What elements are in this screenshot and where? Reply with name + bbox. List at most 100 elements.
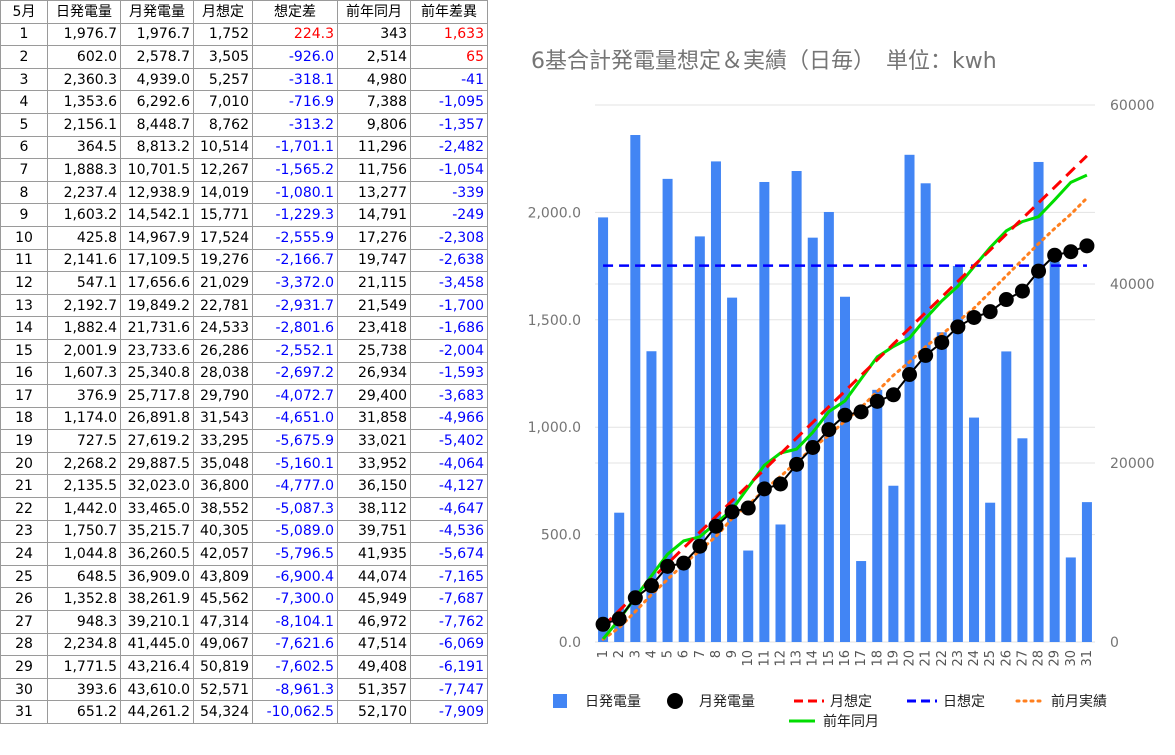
x-tick-label: 11 <box>757 650 772 667</box>
cell-col-day: 4 <box>0 90 48 114</box>
bar-daily-generation <box>1065 557 1076 642</box>
cell-col-plan-diff: -2,555.9 <box>252 225 338 250</box>
cell-col-plan: 3,505 <box>193 45 253 69</box>
legend-item: 前年同月 <box>789 713 879 730</box>
x-tick-label: 22 <box>935 650 950 667</box>
cell-col-day: 5 <box>0 112 48 137</box>
cell-col-plan-diff: -2,697.2 <box>252 361 338 386</box>
cell-col-prev-year: 33,952 <box>337 451 411 476</box>
generation-chart: 6基合計発電量想定＆実績（日毎） 単位：kwh 0.0 500.0 1,000.0 1… <box>528 49 1155 730</box>
point-monthly-generation <box>966 309 982 325</box>
table-row: 3 2,360.3 4,939.0 5,257 -318.1 4,980 -41 <box>0 67 488 92</box>
cell-col-daily: 376.9 <box>47 384 121 408</box>
cell-col-plan: 12,267 <box>193 158 253 182</box>
x-tick-label: 23 <box>951 650 966 667</box>
point-monthly-generation <box>821 422 837 438</box>
bar-daily-generation <box>1001 351 1012 642</box>
y-left-tick-label: 500.0 <box>541 528 581 544</box>
point-monthly-generation <box>950 319 966 335</box>
cell-col-day: 19 <box>0 429 48 453</box>
bar-daily-generation <box>710 161 721 642</box>
cell-col-day: 8 <box>0 180 48 205</box>
bar-daily-generation <box>872 389 883 642</box>
table-row: 7 1,888.3 10,701.5 12,267 -1,565.2 11,756 -1,0… <box>0 158 488 182</box>
header-col-plan-diff: 想定差 <box>252 0 338 24</box>
cell-col-daily: 1,750.7 <box>47 519 121 544</box>
y-right-tick-label: 60000 <box>1110 98 1155 114</box>
cell-col-prev-year-diff: -4,127 <box>410 474 488 499</box>
cell-col-prev-year: 4,980 <box>337 67 411 92</box>
cell-col-prev-year-diff: -1,686 <box>410 316 488 340</box>
line-prev-year <box>601 173 1088 640</box>
cell-col-prev-year: 23,418 <box>337 316 411 340</box>
cell-col-plan: 45,562 <box>193 587 253 612</box>
cell-col-daily: 602.0 <box>47 45 121 69</box>
x-tick-label: 6 <box>677 650 692 658</box>
table-row: 27 948.3 39,210.1 47,314 -8,104.1 46,972 -7,76… <box>0 610 488 634</box>
cell-col-prev-year-diff: -249 <box>410 203 488 227</box>
bar-daily-generation <box>759 181 770 642</box>
table-row: 13 2,192.7 19,849.2 22,781 -2,931.7 21,549 -1,… <box>0 293 488 318</box>
bar-daily-generation <box>856 561 867 642</box>
cell-col-monthly: 12,938.9 <box>120 180 194 205</box>
cell-col-daily: 2,237.4 <box>47 180 121 205</box>
x-tick-label: 17 <box>854 650 869 667</box>
x-tick-label: 29 <box>1048 650 1063 667</box>
cell-col-prev-year-diff: -5,402 <box>410 429 488 453</box>
point-monthly-generation <box>627 590 643 606</box>
cell-col-prev-year: 47,514 <box>337 632 411 657</box>
x-tick-label: 20 <box>903 650 918 667</box>
table-row: 2 602.0 2,578.7 3,505 -926.0 2,514 65 <box>0 45 488 69</box>
point-monthly-generation <box>740 500 756 516</box>
cell-col-monthly: 8,448.7 <box>120 112 194 137</box>
cell-col-daily: 1,888.3 <box>47 158 121 182</box>
cell-col-prev-year: 39,751 <box>337 519 411 544</box>
cell-col-prev-year-diff: -3,458 <box>410 271 488 295</box>
bar-daily-generation <box>1033 161 1044 642</box>
y-right-tick-label: 0 <box>1110 635 1119 651</box>
cell-col-plan: 1,752 <box>193 22 253 47</box>
cell-col-monthly: 17,656.6 <box>120 271 194 295</box>
cell-col-prev-year-diff: -1,700 <box>410 293 488 318</box>
cell-col-day: 10 <box>0 225 48 250</box>
cell-col-plan-diff: -1,080.1 <box>252 180 338 205</box>
cell-col-day: 21 <box>0 474 48 499</box>
point-monthly-generation <box>805 440 821 456</box>
cell-col-day: 17 <box>0 384 48 408</box>
cell-col-day: 20 <box>0 451 48 476</box>
cell-col-prev-year-diff: -41 <box>410 67 488 92</box>
table-row: 28 2,234.8 41,445.0 49,067 -7,621.6 47,514 -6,… <box>0 632 488 657</box>
cell-col-prev-year: 17,276 <box>337 225 411 250</box>
cell-col-plan-diff: -7,602.5 <box>252 655 338 679</box>
chart-title: 6基合計発電量想定＆実績（日毎） 単位：kwh <box>531 49 997 74</box>
bar-daily-generation <box>775 524 786 642</box>
x-tick-label: 2 <box>612 650 627 658</box>
cell-col-plan-diff: -5,160.1 <box>252 451 338 476</box>
legend-item: 日発電量 <box>553 694 641 710</box>
cell-col-prev-year-diff: -2,004 <box>410 338 488 363</box>
point-monthly-generation <box>1047 247 1063 263</box>
table-row: 6 364.5 8,813.2 10,514 -1,701.1 11,296 -2,482 <box>0 135 488 160</box>
cell-col-monthly: 14,542.1 <box>120 203 194 227</box>
legend-label: 前年同月 <box>823 713 879 730</box>
cell-col-plan-diff: -2,801.6 <box>252 316 338 340</box>
cell-col-prev-year-diff: 1,633 <box>410 22 488 47</box>
bar-daily-generation <box>1081 502 1092 642</box>
cell-col-prev-year-diff: 65 <box>410 45 488 69</box>
cell-col-daily: 2,268.2 <box>47 451 121 476</box>
x-tick-label: 12 <box>773 650 788 667</box>
point-monthly-generation <box>789 456 805 472</box>
table-row: 21 2,135.5 32,023.0 36,800 -4,777.0 36,150 -4,… <box>0 474 488 499</box>
table-row: 19 727.5 27,619.2 33,295 -5,675.9 33,021 -5,40… <box>0 429 488 453</box>
cell-col-prev-year-diff: -7,747 <box>410 677 488 702</box>
bar-daily-generation <box>985 502 996 642</box>
table-row: 17 376.9 25,717.8 29,790 -4,072.7 29,400 -3,68… <box>0 384 488 408</box>
cell-col-day: 31 <box>0 700 48 724</box>
legend-swatch <box>667 693 683 709</box>
cell-col-day: 18 <box>0 406 48 431</box>
cell-col-prev-year-diff: -6,069 <box>410 632 488 657</box>
cell-col-prev-year: 33,021 <box>337 429 411 453</box>
y-axis-left: 0.0 500.0 1,000.0 1,500.0 2,000.0 <box>528 205 581 651</box>
point-monthly-generation <box>708 518 724 534</box>
